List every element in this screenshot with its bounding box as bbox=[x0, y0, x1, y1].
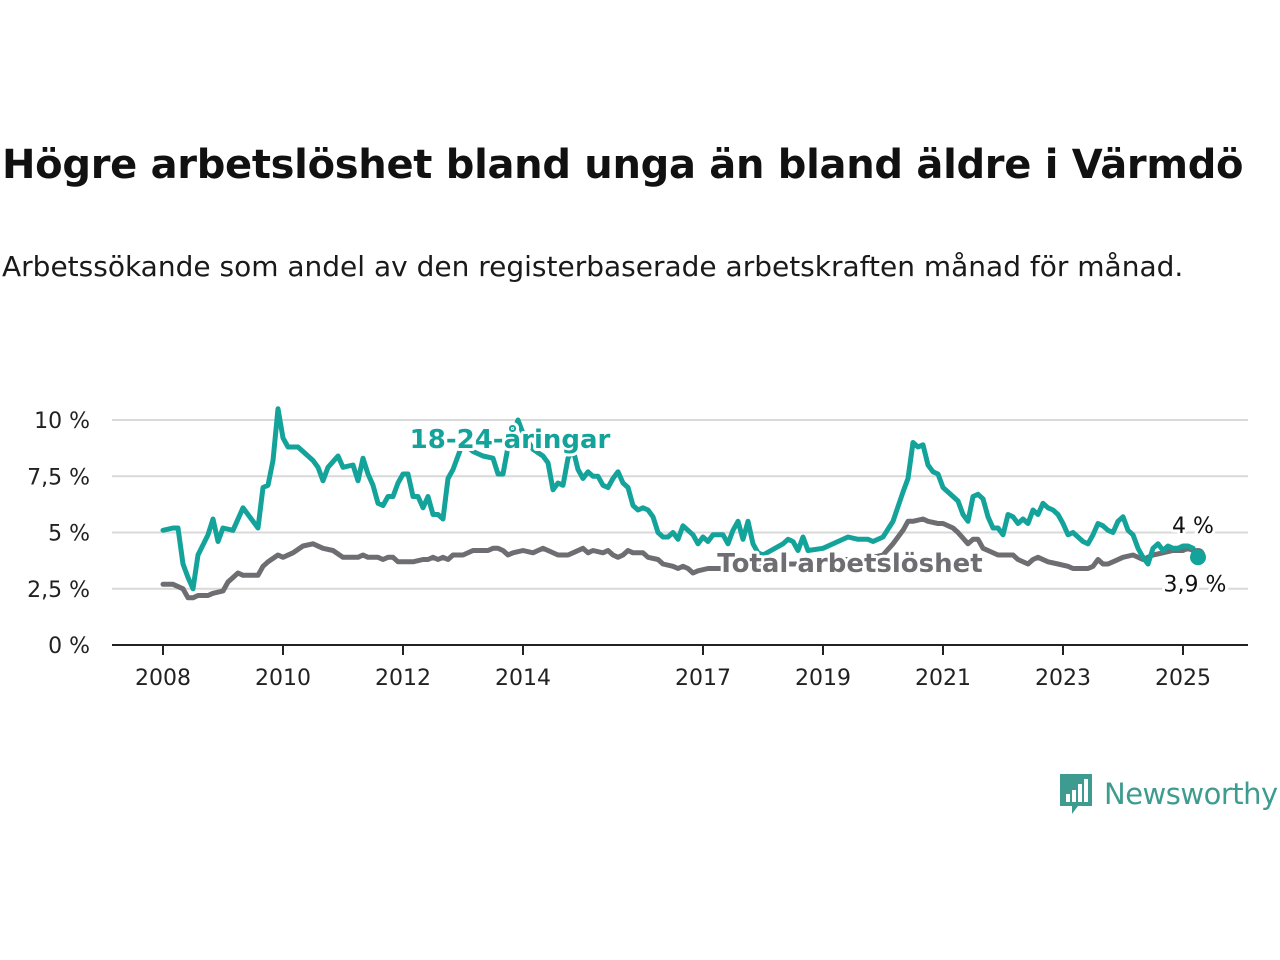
line-chart: 0 % 2,5 % 5 % 7,5 % 10 % 2008 2010 2012 2014 201… bbox=[27, 406, 1248, 691]
x-axis: 2008 2010 2012 2014 2017 2019 2021 2023 2025 bbox=[112, 644, 1248, 691]
x-tick-label: 2014 bbox=[495, 666, 551, 691]
x-tick-label: 2012 bbox=[375, 666, 431, 691]
series-line-total bbox=[160, 516, 1201, 601]
x-tick-label: 2023 bbox=[1035, 666, 1091, 691]
series-labels: 18-24-åringar Total arbetslöshet 4 % 3,9 % bbox=[407, 420, 1230, 600]
x-tick-label: 2019 bbox=[795, 666, 851, 691]
end-label-total: 4 % bbox=[1172, 514, 1214, 539]
y-tick-label: 5 % bbox=[48, 522, 90, 547]
x-tick-label: 2008 bbox=[135, 666, 191, 691]
brand-logo: Newsworthy bbox=[1058, 772, 1278, 816]
y-tick-label: 7,5 % bbox=[27, 465, 90, 490]
gridlines bbox=[112, 419, 1248, 590]
series-label-youth: 18-24-åringar bbox=[410, 423, 611, 455]
y-tick-label: 0 % bbox=[48, 634, 90, 659]
y-tick-label: 10 % bbox=[34, 409, 90, 434]
x-tick-label: 2017 bbox=[675, 666, 731, 691]
y-tick-label: 2,5 % bbox=[27, 578, 90, 603]
x-tick-label: 2010 bbox=[255, 666, 311, 691]
chart-title: Högre arbetslöshet bland unga än bland ä… bbox=[2, 142, 1244, 188]
series-line-youth bbox=[160, 406, 1201, 592]
x-tick-label: 2025 bbox=[1155, 666, 1211, 691]
end-label-youth: 3,9 % bbox=[1164, 572, 1227, 597]
chart-subtitle: Arbetssökande som andel av den registerb… bbox=[2, 250, 1184, 283]
y-axis-ticks: 0 % 2,5 % 5 % 7,5 % 10 % bbox=[27, 409, 90, 659]
newsworthy-logo-icon bbox=[1060, 774, 1092, 814]
x-tick-label: 2021 bbox=[915, 666, 971, 691]
end-point-youth bbox=[1190, 549, 1206, 566]
brand-name: Newsworthy bbox=[1104, 777, 1278, 811]
series-lines bbox=[160, 406, 1201, 601]
series-label-total: Total arbetslöshet bbox=[717, 549, 982, 579]
